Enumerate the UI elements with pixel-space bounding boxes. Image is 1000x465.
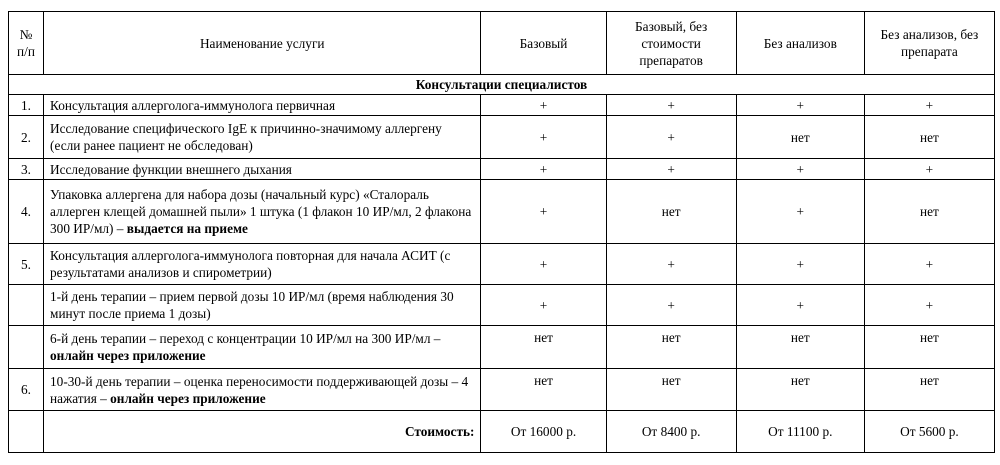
service-name: Консультация аллерголога-иммунолога перв… (43, 94, 482, 116)
table-row: 3. Исследование функции внешнего дыхания +… (7, 158, 996, 180)
service-text: Исследование специфического IgE к причин… (50, 121, 442, 153)
table-row: 2. Исследование специфического IgE к прич… (7, 115, 996, 159)
cost-value: От 16000 р. (480, 410, 607, 453)
inclusion-mark: нет (480, 325, 607, 369)
inclusion-mark: нет (605, 325, 737, 369)
service-note: онлайн через приложение (50, 348, 206, 363)
inclusion-mark: нет (863, 115, 996, 159)
header-row: № п/п Наименование услуги Базовый Базовы… (7, 11, 996, 75)
inclusion-mark: + (480, 243, 607, 285)
header-name: Наименование услуги (43, 11, 482, 75)
table-row: 4. Упаковка аллергена для набора дозы (на… (7, 179, 996, 244)
table-row: 6-й день терапии – переход с концентраци… (7, 325, 996, 369)
inclusion-mark: + (480, 115, 607, 159)
inclusion-mark: + (605, 115, 737, 159)
service-name: Исследование функции внешнего дыхания (43, 158, 482, 180)
inclusion-mark: + (735, 158, 865, 180)
section-row: Консультации специалистов (8, 74, 995, 95)
inclusion-mark: + (863, 158, 996, 180)
inclusion-mark: + (480, 158, 607, 180)
cost-row: Стоимость: От 16000 р. От 8400 р. От 11100 … (7, 410, 996, 453)
section-title: Консультации специалистов (8, 74, 995, 95)
row-number: 6. (7, 368, 45, 411)
row-number (7, 284, 45, 326)
row-number: 4. (7, 179, 45, 244)
inclusion-mark: нет (480, 368, 607, 411)
service-text: Консультация аллерголога-иммунолога повт… (50, 248, 451, 280)
cost-value: От 8400 р. (605, 410, 737, 453)
service-name: Упаковка аллергена для набора дозы (нача… (43, 179, 482, 244)
inclusion-mark: нет (863, 325, 996, 369)
header-basic: Базовый (480, 11, 607, 75)
service-text: Консультация аллерголога-иммунолога перв… (50, 97, 336, 113)
cost-value: От 11100 р. (735, 410, 865, 453)
cost-value: От 5600 р. (863, 410, 996, 453)
header-num: № п/п (7, 11, 45, 75)
service-name: 1-й день терапии – прием первой дозы 10 … (43, 284, 482, 326)
inclusion-mark: + (735, 94, 865, 116)
inclusion-mark: нет (863, 179, 996, 244)
inclusion-mark: + (480, 94, 607, 116)
inclusion-mark: + (605, 284, 737, 326)
inclusion-mark: нет (605, 368, 737, 411)
header-no-tests: Без анализов (735, 11, 865, 75)
inclusion-mark: нет (735, 115, 865, 159)
inclusion-mark: + (863, 243, 996, 285)
service-text: 1-й день терапии – прием первой дозы 10 … (50, 289, 454, 321)
service-note: онлайн через приложение (110, 390, 266, 406)
inclusion-mark: нет (735, 368, 865, 411)
pricing-table: № п/п Наименование услуги Базовый Базовы… (7, 11, 996, 453)
inclusion-mark: + (735, 243, 865, 285)
service-text: Упаковка аллергена для набора дозы (нача… (50, 187, 472, 236)
inclusion-mark: нет (863, 368, 996, 411)
inclusion-mark: нет (735, 325, 865, 369)
row-number: 1. (7, 94, 45, 116)
service-name: Консультация аллерголога-иммунолога повт… (43, 243, 482, 285)
cost-label: Стоимость: (43, 410, 482, 453)
table-row: 5. Консультация аллерголога-иммунолога по… (7, 243, 996, 285)
row-number: 5. (7, 243, 45, 285)
table-row: 1-й день терапии – прием первой дозы 10 … (7, 284, 996, 326)
service-text: Исследование функции внешнего дыхания (50, 161, 292, 177)
inclusion-mark: + (605, 158, 737, 180)
inclusion-mark: + (863, 94, 996, 116)
service-name: Исследование специфического IgE к причин… (43, 115, 482, 159)
inclusion-mark: + (735, 179, 865, 244)
inclusion-mark: + (605, 94, 737, 116)
inclusion-mark: + (863, 284, 996, 326)
service-note: выдается на приеме (126, 221, 248, 236)
table-row: 6. 10-30-й день терапии – оценка переноси… (7, 368, 996, 411)
service-text: 10-30-й день терапии – оценка переносимо… (50, 373, 469, 406)
service-text: 6-й день терапии – переход с концентраци… (50, 331, 441, 346)
inclusion-mark: + (480, 179, 607, 244)
table-row: 1. Консультация аллерголога-иммунолога пе… (7, 94, 996, 116)
row-number (7, 325, 45, 369)
service-name: 6-й день терапии – переход с концентраци… (43, 325, 482, 369)
inclusion-mark: + (480, 284, 607, 326)
header-no-tests-no-drug: Без анализов, без препарата (863, 11, 996, 75)
inclusion-mark: + (735, 284, 865, 326)
service-name: 10-30-й день терапии – оценка переносимо… (43, 368, 482, 411)
row-number: 2. (7, 115, 45, 159)
inclusion-mark: нет (605, 179, 737, 244)
inclusion-mark: + (605, 243, 737, 285)
cost-empty (7, 410, 45, 453)
header-basic-no-drugs: Базовый, без стоимости препаратов (605, 11, 737, 75)
row-number: 3. (7, 158, 45, 180)
